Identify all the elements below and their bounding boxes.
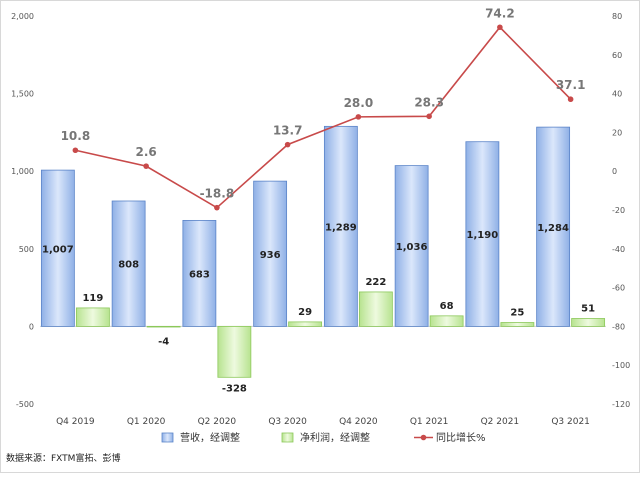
legend-revenue-swatch (161, 432, 174, 443)
growth-point (214, 204, 220, 211)
growth-point (426, 113, 432, 120)
x-category-label: Q3 2020 (268, 417, 307, 427)
x-category-label: Q3 2021 (551, 417, 590, 427)
growth-point (284, 141, 291, 148)
revenue-bar (253, 180, 288, 327)
y-right-tick-label: 0 (612, 167, 617, 176)
growth-data-label: 13.7 (273, 124, 303, 138)
revenue-data-label: 1,284 (537, 223, 569, 234)
growth-point (497, 24, 503, 31)
profit-bar (429, 315, 464, 327)
revenue-bar (394, 165, 429, 327)
legend-profit-label: 净利润，经调整 (300, 431, 370, 444)
y-left-tick-label: 500 (19, 245, 34, 254)
revenue-bar (465, 141, 500, 327)
growth-data-label: 28.3 (414, 95, 444, 109)
revenue-bar (323, 125, 358, 327)
profit-bar (571, 318, 606, 327)
labels-layer: 1,007 119 808 -4 683 -328 936 29 1,289 222 1,036 68… (42, 6, 595, 394)
profit-data-label: 29 (298, 307, 312, 318)
x-category-label: Q2 2020 (198, 417, 237, 427)
x-category-label: Q2 2021 (481, 417, 520, 427)
profit-bar (500, 322, 535, 327)
legend-profit-swatch (281, 432, 294, 443)
source-note: 数据来源：FXTM富拓、彭博 (6, 452, 120, 464)
profit-bar (358, 291, 393, 327)
profit-bar (217, 325, 252, 378)
revenue-data-label: 808 (118, 260, 139, 271)
y-left-tick-label: 1,500 (11, 90, 34, 99)
growth-point (72, 147, 79, 154)
revenue-data-label: 936 (260, 250, 281, 261)
growth-point (143, 163, 149, 169)
revenue-data-label: 683 (189, 269, 210, 280)
legend-revenue-label: 营收，经调整 (180, 431, 240, 444)
x-category-label: Q1 2020 (127, 417, 166, 427)
y-right-tick-label: 20 (612, 128, 622, 137)
y-left-tick-label: 2,000 (11, 12, 34, 21)
growth-point (355, 114, 362, 120)
legend-growth-marker (420, 434, 427, 441)
y-right-tick-label: -120 (612, 400, 630, 409)
growth-data-label: 37.1 (556, 78, 586, 92)
y-right-tick-label: -20 (612, 206, 625, 215)
x-category-label: Q4 2019 (56, 417, 95, 427)
profit-data-label: 51 (581, 303, 595, 314)
revenue-bar (182, 219, 217, 327)
y-right-tick-label: 40 (612, 90, 622, 99)
revenue-bar (40, 169, 75, 327)
y-left-tick-label: -500 (16, 400, 34, 409)
x-category-label: Q1 2021 (410, 417, 449, 427)
profit-data-label: -328 (222, 383, 247, 394)
x-category-label: Q4 2020 (339, 417, 378, 427)
y-left-tick-label: 0 (29, 322, 34, 331)
y-right-tick-label: 60 (612, 51, 622, 60)
bars-layer (40, 125, 606, 378)
y-right-tick-label: -80 (612, 322, 625, 331)
y-right-tick-label: 80 (612, 12, 622, 21)
y-right-tick-label: -100 (612, 361, 630, 370)
profit-bar (146, 325, 181, 328)
y-right-tick-label: -40 (612, 245, 625, 254)
growth-data-label: 74.2 (485, 6, 515, 20)
revenue-data-label: 1,190 (467, 230, 499, 241)
profit-bar (288, 321, 323, 327)
y-left-tick-label: 1,000 (11, 167, 34, 176)
revenue-data-label: 1,289 (325, 222, 357, 233)
line-layer (72, 24, 574, 211)
revenue-bar (111, 200, 146, 327)
profit-bar (75, 307, 110, 327)
revenue-data-label: 1,007 (42, 244, 74, 255)
y-right-tick-label: -60 (612, 284, 625, 293)
profit-data-label: 119 (82, 293, 103, 304)
profit-data-label: 222 (365, 277, 386, 288)
revenue-bar (536, 126, 571, 327)
legend-growth-label: 同比增长% (436, 431, 486, 444)
revenue-data-label: 1,036 (396, 242, 428, 253)
profit-data-label: -4 (158, 336, 169, 347)
growth-line (75, 26, 572, 209)
growth-data-label: -18.8 (200, 187, 235, 201)
profit-data-label: 25 (510, 308, 524, 319)
legend: 营收，经调整 净利润，经调整 同比增长% (161, 431, 486, 444)
growth-data-label: 28.0 (344, 96, 374, 110)
profit-data-label: 68 (440, 301, 454, 312)
growth-point (567, 96, 574, 103)
growth-data-label: 2.6 (135, 145, 156, 159)
growth-data-label: 10.8 (61, 129, 91, 143)
